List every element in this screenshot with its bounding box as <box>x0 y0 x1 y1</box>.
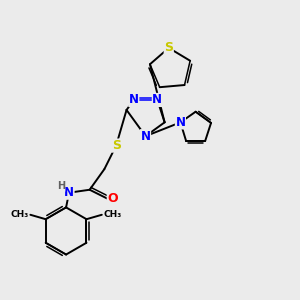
Text: CH₃: CH₃ <box>103 210 122 219</box>
Text: N: N <box>129 93 139 106</box>
Text: N: N <box>141 130 151 143</box>
Text: CH₃: CH₃ <box>11 210 28 219</box>
Text: O: O <box>107 192 118 205</box>
Text: N: N <box>176 116 185 129</box>
Text: S: S <box>112 139 121 152</box>
Text: N: N <box>152 93 162 106</box>
Text: N: N <box>64 186 74 199</box>
Text: H: H <box>57 181 65 191</box>
Text: S: S <box>164 41 173 54</box>
